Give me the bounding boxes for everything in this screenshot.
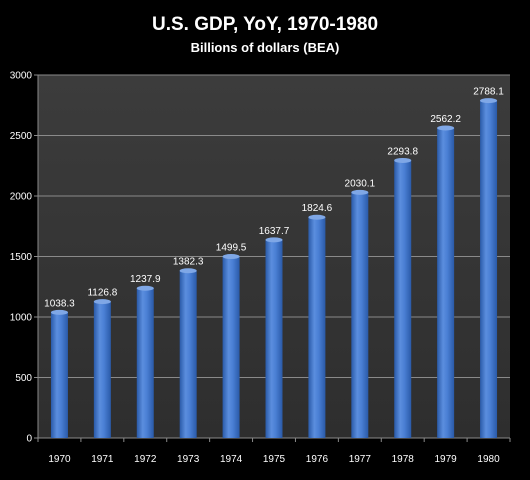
bar-1974 [222,256,240,438]
bar-cap-1978 [394,157,412,163]
data-label-1976: 1824.6 [302,203,333,214]
x-tick-label-1976: 1976 [306,454,329,465]
bar-cap-1973 [179,268,197,274]
data-label-1975: 1637.7 [259,226,290,237]
y-tick-label: 2000 [10,192,33,203]
bar-cap-1977 [351,189,369,195]
bar-1977 [351,192,369,438]
data-label-1973: 1382.3 [173,257,204,268]
bar-1973 [179,270,197,438]
data-label-1978: 2293.8 [387,146,418,157]
bar-1976 [308,217,326,438]
data-label-1974: 1499.5 [216,243,247,254]
x-tick-label-1971: 1971 [91,454,114,465]
bar-1978 [394,160,412,438]
data-label-1980: 2788.1 [473,87,504,98]
bar-1971 [93,301,111,438]
x-tick-label-1978: 1978 [392,454,415,465]
bar-1970 [50,312,68,438]
y-tick-label: 0 [26,434,32,445]
chart-title: U.S. GDP, YoY, 1970-1980 [152,14,378,35]
bar-cap-1972 [136,285,154,291]
bar-1972 [136,288,154,438]
x-tick-label-1973: 1973 [177,454,200,465]
x-tick-label-1974: 1974 [220,454,243,465]
bar-1980 [480,100,498,439]
y-tick-label: 500 [15,373,32,384]
y-tick-label: 2500 [10,131,33,142]
plot-area: 0 500 1000 1500 2000 2500 3000 1038.3 1970 1126.8… [10,71,511,465]
bar-cap-1976 [308,214,326,220]
bar-cap-1975 [265,237,283,243]
bar-1979 [437,127,455,438]
data-label-1977: 2030.1 [345,178,376,189]
x-tick-label-1970: 1970 [48,454,71,465]
bar-cap-1974 [222,254,240,260]
data-label-1971: 1126.8 [87,288,117,299]
bar-cap-1979 [437,125,455,131]
bar-cap-1980 [480,98,498,104]
x-tick-label-1977: 1977 [349,454,372,465]
data-label-1979: 2562.2 [430,114,461,125]
y-tick-label: 1000 [10,313,33,324]
y-tick-label: 1500 [10,252,33,263]
data-label-1970: 1038.3 [44,298,75,309]
x-tick-label-1972: 1972 [134,454,157,465]
bar-cap-1970 [50,309,68,315]
x-tick-label-1975: 1975 [263,454,286,465]
bar-1975 [265,239,283,438]
x-tick-label-1980: 1980 [477,454,500,465]
chart-subtitle: Billions of dollars (BEA) [191,40,340,55]
data-label-1972: 1237.9 [130,274,161,285]
y-tick-label: 3000 [10,71,33,82]
x-tick-label-1979: 1979 [435,454,458,465]
bar-cap-1971 [93,299,111,305]
